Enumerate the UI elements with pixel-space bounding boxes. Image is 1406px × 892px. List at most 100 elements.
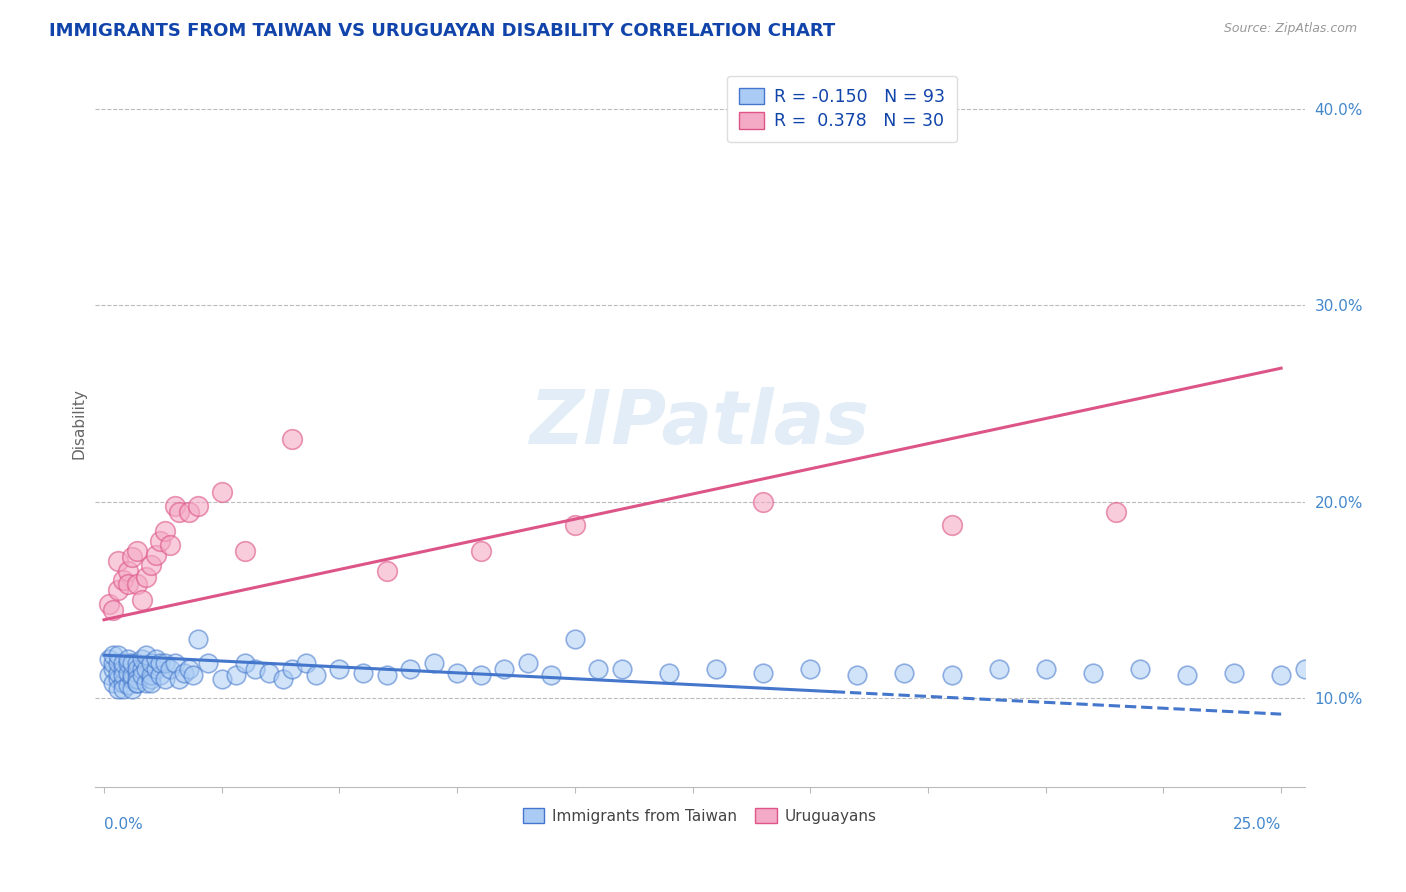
- Point: [1129, 662, 1152, 676]
- Point: [197, 656, 219, 670]
- Point: [107, 665, 129, 680]
- Point: [107, 656, 129, 670]
- Point: [103, 662, 125, 676]
- Point: [103, 675, 125, 690]
- Point: [375, 564, 398, 578]
- Point: [211, 672, 233, 686]
- Point: [131, 593, 153, 607]
- Text: Source: ZipAtlas.com: Source: ZipAtlas.com: [1223, 22, 1357, 36]
- Point: [107, 681, 129, 696]
- Point: [121, 549, 143, 564]
- Point: [295, 656, 318, 670]
- Point: [121, 681, 143, 696]
- Point: [121, 668, 143, 682]
- Point: [159, 662, 181, 676]
- Point: [97, 668, 120, 682]
- Point: [149, 656, 172, 670]
- Point: [139, 668, 162, 682]
- Point: [97, 597, 120, 611]
- Point: [153, 656, 176, 670]
- Point: [187, 499, 209, 513]
- Point: [893, 665, 915, 680]
- Point: [610, 662, 633, 676]
- Point: [1105, 505, 1128, 519]
- Point: [704, 662, 727, 676]
- Point: [121, 672, 143, 686]
- Point: [125, 544, 148, 558]
- Point: [111, 668, 134, 682]
- Point: [135, 662, 157, 676]
- Point: [494, 662, 516, 676]
- Point: [177, 505, 200, 519]
- Point: [135, 648, 157, 662]
- Point: [103, 648, 125, 662]
- Point: [375, 668, 398, 682]
- Point: [1035, 662, 1057, 676]
- Point: [281, 432, 304, 446]
- Point: [173, 665, 195, 680]
- Point: [516, 656, 538, 670]
- Point: [117, 656, 139, 670]
- Point: [153, 672, 176, 686]
- Legend: Immigrants from Taiwan, Uruguayans: Immigrants from Taiwan, Uruguayans: [517, 803, 883, 830]
- Point: [446, 665, 468, 680]
- Point: [159, 538, 181, 552]
- Text: 0.0%: 0.0%: [104, 817, 143, 832]
- Point: [225, 668, 247, 682]
- Point: [169, 672, 191, 686]
- Y-axis label: Disability: Disability: [72, 388, 86, 458]
- Text: 25.0%: 25.0%: [1233, 817, 1281, 832]
- Point: [1175, 668, 1198, 682]
- Point: [564, 518, 586, 533]
- Point: [163, 499, 186, 513]
- Point: [422, 656, 444, 670]
- Point: [1364, 662, 1386, 676]
- Point: [183, 668, 205, 682]
- Point: [1317, 665, 1340, 680]
- Point: [1081, 665, 1104, 680]
- Point: [658, 665, 681, 680]
- Point: [125, 665, 148, 680]
- Point: [107, 672, 129, 686]
- Point: [305, 668, 328, 682]
- Point: [117, 665, 139, 680]
- Point: [121, 656, 143, 670]
- Point: [135, 569, 157, 583]
- Point: [257, 665, 280, 680]
- Point: [139, 656, 162, 670]
- Point: [233, 656, 256, 670]
- Point: [588, 662, 610, 676]
- Point: [97, 652, 120, 666]
- Point: [135, 675, 157, 690]
- Point: [752, 665, 775, 680]
- Point: [564, 632, 586, 647]
- Point: [211, 485, 233, 500]
- Point: [131, 668, 153, 682]
- Point: [111, 662, 134, 676]
- Point: [117, 678, 139, 692]
- Point: [107, 583, 129, 598]
- Text: IMMIGRANTS FROM TAIWAN VS URUGUAYAN DISABILITY CORRELATION CHART: IMMIGRANTS FROM TAIWAN VS URUGUAYAN DISA…: [49, 22, 835, 40]
- Point: [111, 681, 134, 696]
- Point: [111, 656, 134, 670]
- Point: [103, 603, 125, 617]
- Point: [145, 662, 167, 676]
- Point: [117, 652, 139, 666]
- Point: [941, 668, 963, 682]
- Point: [540, 668, 562, 682]
- Point: [117, 577, 139, 591]
- Point: [149, 668, 172, 682]
- Point: [107, 648, 129, 662]
- Point: [125, 656, 148, 670]
- Point: [125, 675, 148, 690]
- Point: [799, 662, 821, 676]
- Point: [125, 577, 148, 591]
- Point: [987, 662, 1010, 676]
- Point: [941, 518, 963, 533]
- Point: [125, 675, 148, 690]
- Point: [1223, 665, 1246, 680]
- Point: [145, 652, 167, 666]
- Point: [399, 662, 422, 676]
- Point: [752, 495, 775, 509]
- Point: [177, 662, 200, 676]
